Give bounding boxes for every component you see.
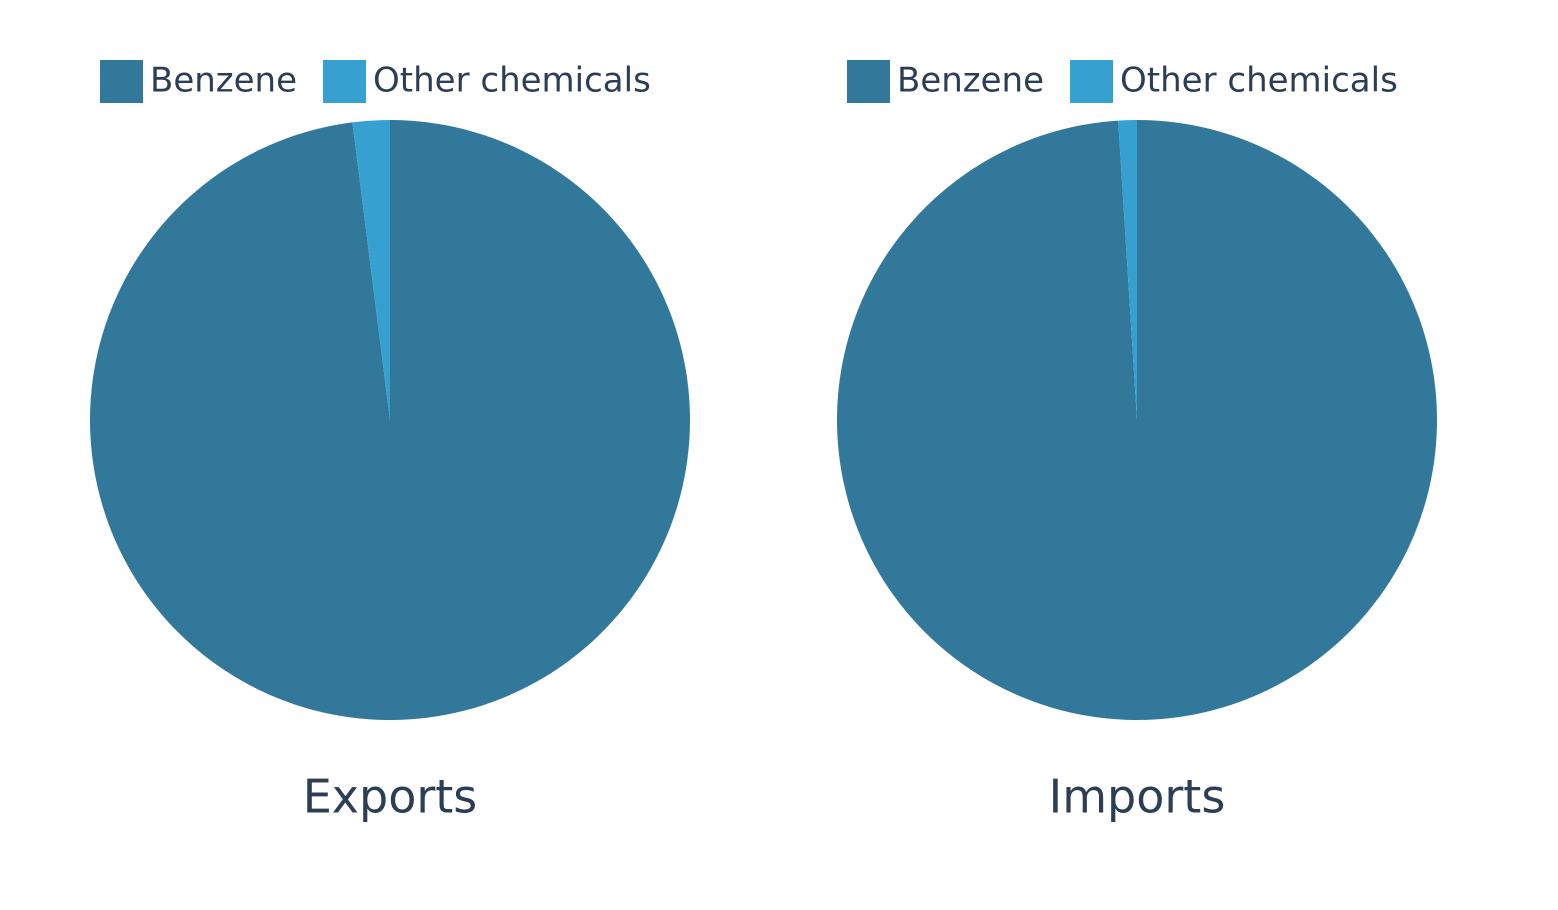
pie-slice bbox=[837, 120, 1438, 721]
legend-label: Other chemicals bbox=[373, 61, 651, 101]
legend-swatch bbox=[1070, 60, 1114, 103]
legend-label: Benzene bbox=[150, 61, 297, 101]
chart-title: Imports bbox=[1049, 770, 1226, 824]
pie-slice bbox=[352, 120, 390, 420]
legend-label: Benzene bbox=[897, 61, 1044, 101]
pie-slice bbox=[90, 120, 691, 721]
pie-slice bbox=[1118, 120, 1137, 420]
chart-title: Exports bbox=[303, 770, 478, 824]
legend-swatch bbox=[323, 60, 367, 103]
legend-swatch bbox=[100, 60, 143, 103]
legend-swatch bbox=[847, 60, 890, 103]
legend-label: Other chemicals bbox=[1120, 61, 1398, 101]
